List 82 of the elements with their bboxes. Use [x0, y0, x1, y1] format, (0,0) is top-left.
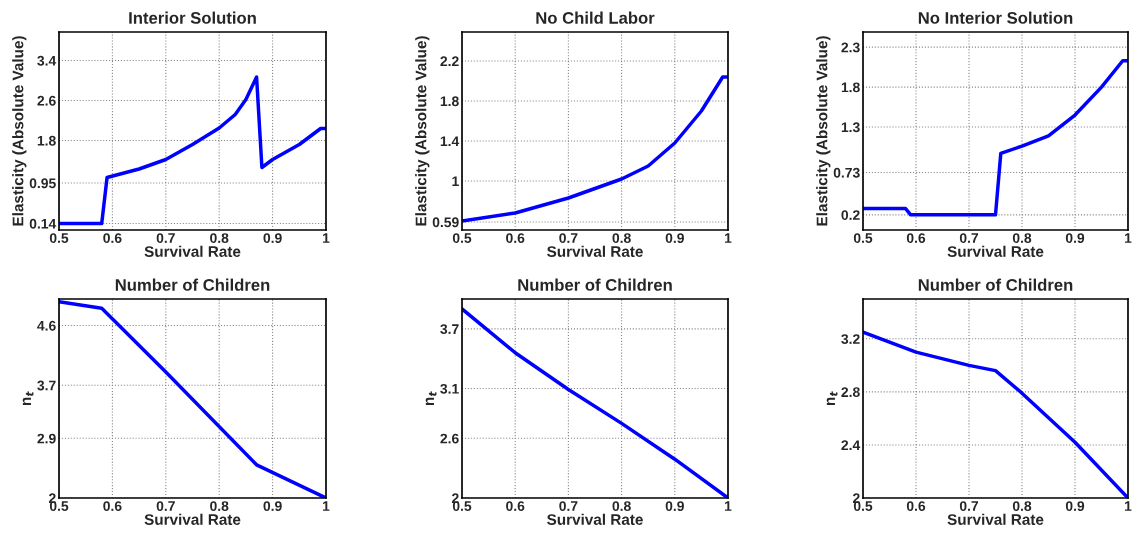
- x-tick-label: 0.7: [156, 233, 175, 243]
- x-tick-label: 0.9: [665, 233, 684, 243]
- y-tick-label: 4.6: [37, 320, 56, 331]
- y-axis-title: n$_{t}$: [826, 391, 838, 406]
- x-tick-label: 0.9: [665, 501, 684, 511]
- x-axis-title: Survival Rate: [547, 513, 643, 525]
- chart-title: No Child Labor: [536, 11, 655, 24]
- y-tick-label: 0.59: [432, 217, 459, 228]
- y-tick-label: 3.4: [37, 55, 57, 66]
- x-tick-label: 1: [1125, 501, 1132, 511]
- y-tick-label: 2.2: [440, 56, 459, 67]
- chart-title: No Interior Solution: [918, 11, 1073, 24]
- y-tick-label: 1.3: [841, 122, 860, 133]
- chart-title: Interior Solution: [129, 11, 256, 24]
- x-axis-title: Survival Rate: [947, 513, 1044, 525]
- chart-title: Number of Children: [518, 278, 672, 291]
- y-tick-label: 1: [452, 176, 459, 187]
- line-series: [462, 75, 728, 223]
- y-tick-label: 2.6: [37, 95, 56, 106]
- x-tick-label: 0.8: [1012, 501, 1032, 511]
- x-tick-label: 0.8: [1012, 233, 1032, 243]
- x-tick-label: 0.7: [559, 501, 578, 511]
- y-tick-label: 1.8: [841, 82, 860, 93]
- line-series: [863, 59, 1128, 217]
- x-tick-label: 0.7: [559, 233, 578, 243]
- y-tick-label: 0.95: [29, 178, 56, 189]
- chart-title: Number of Children: [918, 278, 1073, 291]
- chart-title: Number of Children: [115, 278, 270, 291]
- y-tick-label: 2.8: [841, 387, 860, 398]
- x-tick-label: 0.7: [959, 501, 979, 511]
- x-tick-label: 0.5: [452, 233, 472, 243]
- x-tick-label: 0.8: [612, 501, 631, 511]
- x-tick-label: 0.9: [1065, 501, 1085, 511]
- x-tick-label: 0.5: [49, 501, 69, 511]
- y-tick-label: 0.73: [833, 167, 860, 178]
- y-tick-label: 3.2: [841, 334, 860, 344]
- y-axis-title: n$_{t}$: [22, 391, 34, 406]
- x-axis-title: Survival Rate: [547, 245, 643, 257]
- x-tick-label: 1: [323, 233, 330, 243]
- x-tick-label: 0.6: [506, 233, 525, 243]
- x-tick-label: 0.5: [452, 501, 472, 511]
- x-tick-label: 0.5: [49, 233, 69, 243]
- x-tick-label: 0.7: [959, 233, 979, 243]
- y-axis-title: Elasticity (Absolute Value): [816, 36, 831, 226]
- y-tick-label: 2.3: [841, 42, 860, 53]
- y-axis-title: Elasticity (Absolute Value): [12, 36, 27, 226]
- y-axis-title: Elasticity (Absolute Value): [415, 36, 430, 226]
- line-series: [59, 75, 326, 226]
- x-tick-label: 0.9: [1065, 233, 1085, 243]
- x-tick-label: 0.5: [853, 233, 873, 243]
- y-tick-label: 1.8: [440, 96, 459, 107]
- y-tick-label: 3.7: [37, 380, 56, 391]
- x-axis-title: Survival Rate: [947, 245, 1044, 257]
- x-tick-label: 1: [1125, 233, 1132, 243]
- x-tick-label: 0.6: [906, 233, 926, 243]
- y-tick-label: 3.1: [440, 383, 459, 394]
- x-tick-label: 1: [725, 233, 732, 243]
- y-tick-label: 0.14: [29, 218, 57, 229]
- x-tick-label: 0.9: [263, 501, 282, 511]
- y-tick-label: 2.6: [440, 433, 459, 444]
- x-tick-label: 0.6: [906, 501, 926, 511]
- x-tick-label: 0.8: [612, 233, 631, 243]
- x-axis-title: Survival Rate: [144, 245, 241, 257]
- x-axis-title: Survival Rate: [144, 513, 241, 525]
- y-tick-label: 3.7: [440, 324, 459, 335]
- y-tick-label: 2.4: [841, 440, 861, 450]
- x-tick-label: 0.9: [263, 233, 282, 243]
- x-tick-label: 0.6: [103, 233, 122, 243]
- y-tick-label: 2.9: [37, 433, 56, 444]
- y-tick-label: 0.2: [841, 210, 860, 220]
- x-tick-label: 0.7: [156, 501, 175, 511]
- x-tick-label: 0.8: [210, 501, 229, 511]
- y-axis-title: n$_{t}$: [425, 391, 437, 406]
- line-series: [59, 299, 326, 498]
- y-tick-label: 1.4: [440, 136, 460, 147]
- x-tick-label: 1: [323, 501, 330, 511]
- x-tick-label: 1: [725, 501, 732, 511]
- x-tick-label: 0.6: [103, 501, 122, 511]
- x-tick-label: 0.5: [853, 501, 873, 511]
- x-tick-label: 0.8: [210, 233, 229, 243]
- x-tick-label: 0.6: [506, 501, 525, 511]
- y-tick-label: 1.8: [37, 135, 56, 146]
